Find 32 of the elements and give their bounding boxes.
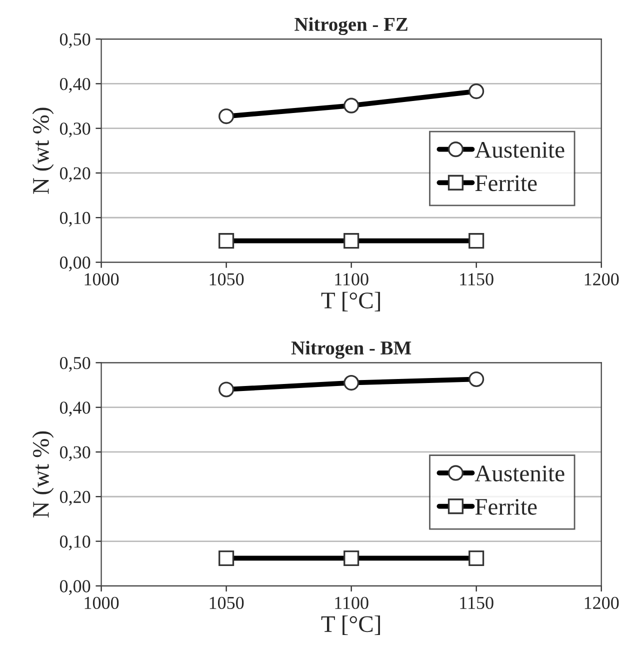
x-tick-label: 1200 xyxy=(584,596,619,610)
y-tick-label: 0,50 xyxy=(60,356,90,372)
y-tick-label: 0,00 xyxy=(60,580,90,595)
y-tick-label: 0,00 xyxy=(60,256,90,272)
y-tick-label: 0,20 xyxy=(60,167,90,182)
x-tick-label: 1100 xyxy=(335,596,368,610)
chart-title: Nitrogen - BM xyxy=(291,340,412,359)
x-axis-title: T [°C] xyxy=(321,292,380,312)
y-tick-label: 0,30 xyxy=(60,122,90,138)
chart-title: Nitrogen - FZ xyxy=(294,17,408,36)
y-tick-label: 0,10 xyxy=(60,536,90,550)
y-tick-label: 0,20 xyxy=(60,490,90,506)
x-tick-label: 1050 xyxy=(210,596,244,610)
y-tick-label: 0,40 xyxy=(60,402,90,416)
y-tick-label: 0,40 xyxy=(60,78,90,93)
x-tick-label: 1050 xyxy=(210,273,244,286)
y-axis-title: N (wt %) xyxy=(32,108,54,194)
x-tick-label: 1200 xyxy=(584,273,619,286)
x-tick-label: 1150 xyxy=(460,273,494,286)
x-tick-label: 1000 xyxy=(84,596,119,610)
x-axis-title: T [°C] xyxy=(321,615,380,636)
y-axis-title: N (wt %) xyxy=(32,431,54,518)
x-tick-label: 1000 xyxy=(84,273,119,286)
y-tick-label: 0,10 xyxy=(60,212,90,227)
legend-label: Ferrite xyxy=(475,175,537,192)
y-tick-label: 0,50 xyxy=(60,33,90,48)
legend-label: Ferrite xyxy=(475,498,537,515)
x-tick-label: 1100 xyxy=(335,273,368,286)
y-tick-label: 0,30 xyxy=(60,446,90,462)
legend-label: Austenite xyxy=(474,142,564,158)
x-tick-label: 1150 xyxy=(460,596,494,610)
legend-label: Austenite xyxy=(474,466,564,482)
